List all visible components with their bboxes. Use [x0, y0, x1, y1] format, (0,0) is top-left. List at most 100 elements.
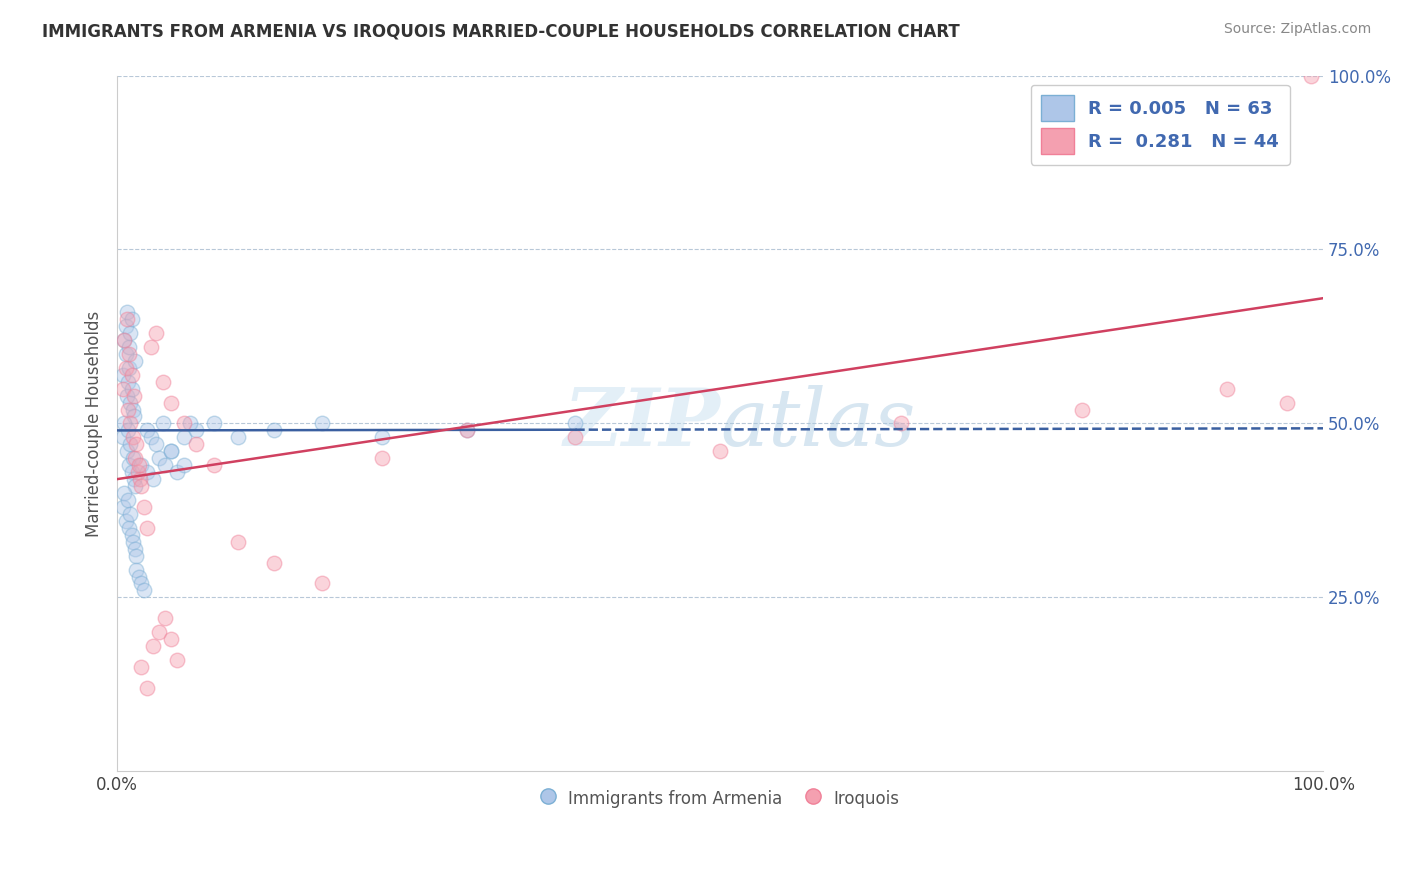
Point — [124, 479, 146, 493]
Point — [112, 368, 135, 382]
Point — [202, 417, 225, 431]
Point — [125, 563, 148, 577]
Point — [128, 569, 150, 583]
Point — [173, 430, 195, 444]
Point — [263, 424, 285, 438]
Point — [371, 430, 394, 444]
Point — [136, 424, 159, 438]
Point — [311, 576, 333, 591]
Point — [114, 360, 136, 375]
Point — [121, 528, 143, 542]
Point — [120, 417, 142, 431]
Point — [124, 541, 146, 556]
Point — [117, 493, 139, 508]
Point — [564, 417, 586, 431]
Point — [125, 549, 148, 563]
Point — [1299, 69, 1322, 83]
Point — [152, 375, 174, 389]
Y-axis label: Married-couple Households: Married-couple Households — [86, 310, 103, 537]
Point — [226, 534, 249, 549]
Point — [142, 639, 165, 653]
Point — [117, 402, 139, 417]
Point — [112, 417, 135, 431]
Point — [122, 409, 145, 424]
Point — [155, 458, 177, 473]
Point — [311, 417, 333, 431]
Point — [120, 507, 142, 521]
Point — [139, 430, 162, 444]
Point — [114, 514, 136, 528]
Point — [145, 326, 167, 340]
Point — [124, 451, 146, 466]
Point — [112, 333, 135, 347]
Point — [145, 437, 167, 451]
Point — [117, 424, 139, 438]
Point — [122, 472, 145, 486]
Point — [115, 305, 138, 319]
Point — [131, 479, 153, 493]
Point — [121, 465, 143, 479]
Point — [1215, 382, 1237, 396]
Point — [160, 632, 183, 647]
Point — [155, 611, 177, 625]
Text: IMMIGRANTS FROM ARMENIA VS IROQUOIS MARRIED-COUPLE HOUSEHOLDS CORRELATION CHART: IMMIGRANTS FROM ARMENIA VS IROQUOIS MARR… — [42, 22, 960, 40]
Point — [456, 424, 478, 438]
Point — [456, 424, 478, 438]
Point — [1275, 395, 1298, 409]
Point — [118, 521, 141, 535]
Point — [132, 500, 155, 514]
Point — [263, 556, 285, 570]
Point — [160, 395, 183, 409]
Point — [120, 437, 142, 451]
Point — [564, 430, 586, 444]
Point — [139, 340, 162, 354]
Point — [112, 486, 135, 500]
Point — [121, 368, 143, 382]
Point — [709, 444, 731, 458]
Text: atlas: atlas — [720, 384, 915, 462]
Point — [127, 465, 149, 479]
Point — [166, 653, 188, 667]
Text: ZIP: ZIP — [564, 384, 720, 462]
Point — [121, 534, 143, 549]
Point — [112, 430, 135, 444]
Point — [121, 451, 143, 466]
Point — [128, 458, 150, 473]
Point — [121, 402, 143, 417]
Point — [152, 417, 174, 431]
Point — [114, 347, 136, 361]
Point — [112, 333, 135, 347]
Point — [115, 444, 138, 458]
Point — [173, 458, 195, 473]
Point — [371, 451, 394, 466]
Point — [184, 437, 207, 451]
Point — [890, 417, 912, 431]
Point — [118, 340, 141, 354]
Point — [112, 382, 135, 396]
Point — [160, 444, 183, 458]
Point — [121, 430, 143, 444]
Point — [131, 576, 153, 591]
Point — [121, 312, 143, 326]
Point — [115, 389, 138, 403]
Point — [117, 375, 139, 389]
Point — [160, 444, 183, 458]
Point — [226, 430, 249, 444]
Point — [148, 451, 170, 466]
Point — [136, 465, 159, 479]
Point — [114, 319, 136, 334]
Point — [173, 417, 195, 431]
Legend: Immigrants from Armenia, Iroquois: Immigrants from Armenia, Iroquois — [534, 781, 905, 815]
Point — [184, 424, 207, 438]
Point — [120, 326, 142, 340]
Point — [129, 472, 152, 486]
Point — [136, 681, 159, 695]
Point — [115, 312, 138, 326]
Point — [118, 458, 141, 473]
Point — [118, 347, 141, 361]
Point — [202, 458, 225, 473]
Point — [125, 437, 148, 451]
Point — [131, 458, 153, 473]
Point — [131, 660, 153, 674]
Point — [118, 360, 141, 375]
